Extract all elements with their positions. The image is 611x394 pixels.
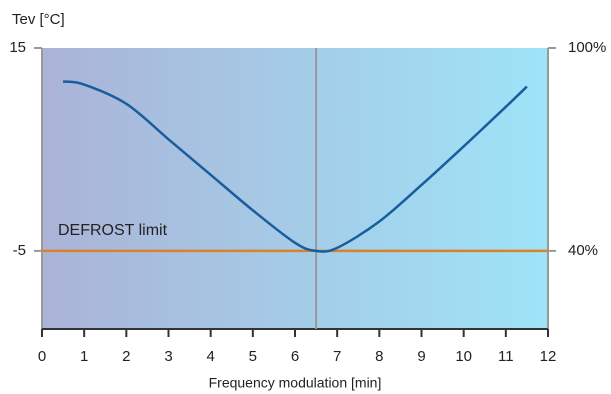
x-tick-label: 7 [333, 348, 341, 365]
x-axis-title: Frequency modulation [min] [209, 375, 382, 391]
x-tick-label: 4 [206, 348, 214, 365]
x-tick-label: 5 [249, 348, 257, 365]
y2-tick-label: 40% [568, 242, 598, 259]
x-tick-label: 6 [291, 348, 299, 365]
x-tick-label: 1 [80, 348, 88, 365]
y-axis-title: Tev [°C] [12, 11, 65, 28]
x-tick-label: 12 [540, 348, 557, 365]
x-tick-label: 3 [164, 348, 172, 365]
x-tick-label: 0 [38, 348, 46, 365]
x-tick-label: 8 [375, 348, 383, 365]
x-tick-label: 10 [455, 348, 472, 365]
x-tick-label: 11 [498, 348, 514, 365]
plot-background [42, 48, 548, 329]
y2-tick-label: 100% [568, 39, 606, 56]
y-tick-label: 15 [9, 39, 26, 56]
data-line [62, 80, 528, 253]
x-tick-label: 2 [122, 348, 130, 365]
y-tick-label: -5 [13, 242, 26, 259]
x-tick-label: 9 [417, 348, 425, 365]
defrost-limit-label: DEFROST limit [58, 222, 168, 239]
